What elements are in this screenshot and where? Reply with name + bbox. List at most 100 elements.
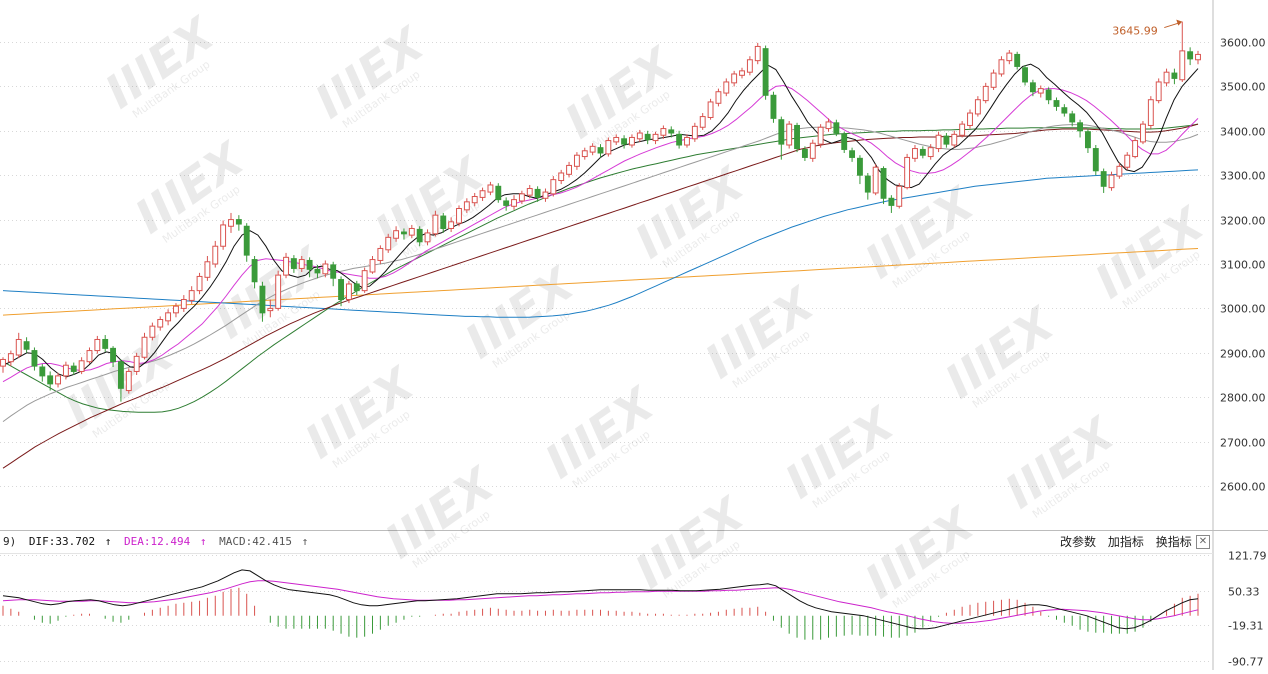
candle-body [102, 338, 109, 349]
candle-body [526, 188, 533, 196]
price-tick-label: 3300.00 [1220, 170, 1266, 183]
candle-body [566, 164, 572, 175]
candle-body [424, 232, 431, 243]
price-tick-label: 2800.00 [1220, 392, 1266, 405]
candle-body [636, 132, 643, 140]
candle-body [597, 147, 604, 154]
candle-body [1045, 89, 1052, 101]
candle-body [275, 274, 282, 309]
dea-arrow-icon: ↑ [199, 535, 207, 548]
moving-average-lines [2, 63, 1199, 469]
candle-body [149, 325, 156, 338]
candle-body [762, 48, 769, 96]
candle-body [912, 148, 918, 159]
candle-body [880, 168, 887, 199]
candle-body [1187, 51, 1194, 60]
candle-body [94, 338, 101, 352]
candle-body [416, 228, 423, 243]
candle-body [778, 119, 785, 145]
candle-body [361, 270, 368, 292]
price-axis: 3600.00 3500.00 3400.00 3300.00 3200.00 3100.… [1220, 37, 1267, 669]
candle-body [998, 59, 1005, 75]
dif-line [2, 569, 1199, 630]
price-tick-label: 2600.00 [1220, 481, 1266, 494]
candle-body [990, 72, 997, 88]
candle-body [479, 190, 486, 198]
candle-body [731, 73, 738, 84]
candle-body [330, 264, 337, 279]
candle-body [345, 283, 352, 301]
candle-body [550, 179, 557, 195]
candle-body [660, 128, 667, 136]
candle-body [283, 256, 289, 276]
macd-panel [2, 569, 1199, 640]
candle-body [31, 350, 38, 367]
price-tick-label: 3000.00 [1220, 303, 1266, 316]
candle-body [1077, 122, 1084, 132]
candle-body [1053, 100, 1060, 107]
candle-body [1179, 50, 1186, 81]
candle-body [699, 116, 706, 128]
candle-body [629, 136, 635, 146]
candle-body [338, 279, 344, 301]
indicator-toolbar: 改参数 加指标 换指标 [1060, 531, 1200, 553]
candle-body [1029, 82, 1036, 93]
candle-body [1100, 171, 1107, 187]
candle-body [487, 184, 494, 193]
candle-body [1092, 148, 1099, 172]
ma250-line [2, 248, 1199, 316]
candle-body [967, 112, 973, 126]
candle-body [1108, 174, 1115, 189]
candle-body [86, 350, 93, 363]
macd-tick-label: 50.33 [1228, 586, 1260, 599]
candle-body [117, 361, 124, 389]
candle-body [165, 312, 172, 322]
candle-body [919, 148, 926, 156]
candlesticks [0, 21, 1201, 402]
candle-body [1116, 165, 1123, 177]
candle-body [448, 221, 455, 229]
candle-body [809, 142, 816, 159]
price-tick-label: 3200.00 [1220, 215, 1266, 228]
candle-body [15, 338, 22, 356]
close-indicator-button[interactable]: ✕ [1196, 535, 1210, 549]
edit-params-button[interactable]: 改参数 [1060, 535, 1097, 549]
candle-body [982, 85, 989, 102]
macd-arrow-icon: ↑ [301, 535, 309, 548]
candle-body [652, 133, 659, 142]
candle-body [55, 375, 61, 385]
candle-body [306, 259, 313, 270]
price-tick-label: 3600.00 [1220, 37, 1266, 50]
candle-body [817, 126, 824, 145]
candle-body [621, 138, 628, 145]
add-indicator-button[interactable]: 加指标 [1107, 535, 1144, 549]
candle-body [471, 196, 478, 204]
macd-tick-label: 121.79 [1228, 550, 1267, 563]
candle-body [691, 125, 698, 140]
candle-body [707, 101, 714, 118]
candle-body [243, 225, 250, 256]
candle-body [503, 200, 510, 206]
candle-body [251, 259, 258, 283]
candle-body [180, 299, 187, 309]
candle-body [1037, 88, 1044, 94]
candle-body [534, 188, 541, 198]
candle-body [322, 263, 329, 275]
candle-body [542, 191, 549, 199]
switch-indicator-button[interactable]: 换指标 [1155, 535, 1192, 549]
candle-body [715, 91, 722, 104]
price-tick-label: 3400.00 [1220, 126, 1266, 139]
candle-body [943, 135, 950, 145]
